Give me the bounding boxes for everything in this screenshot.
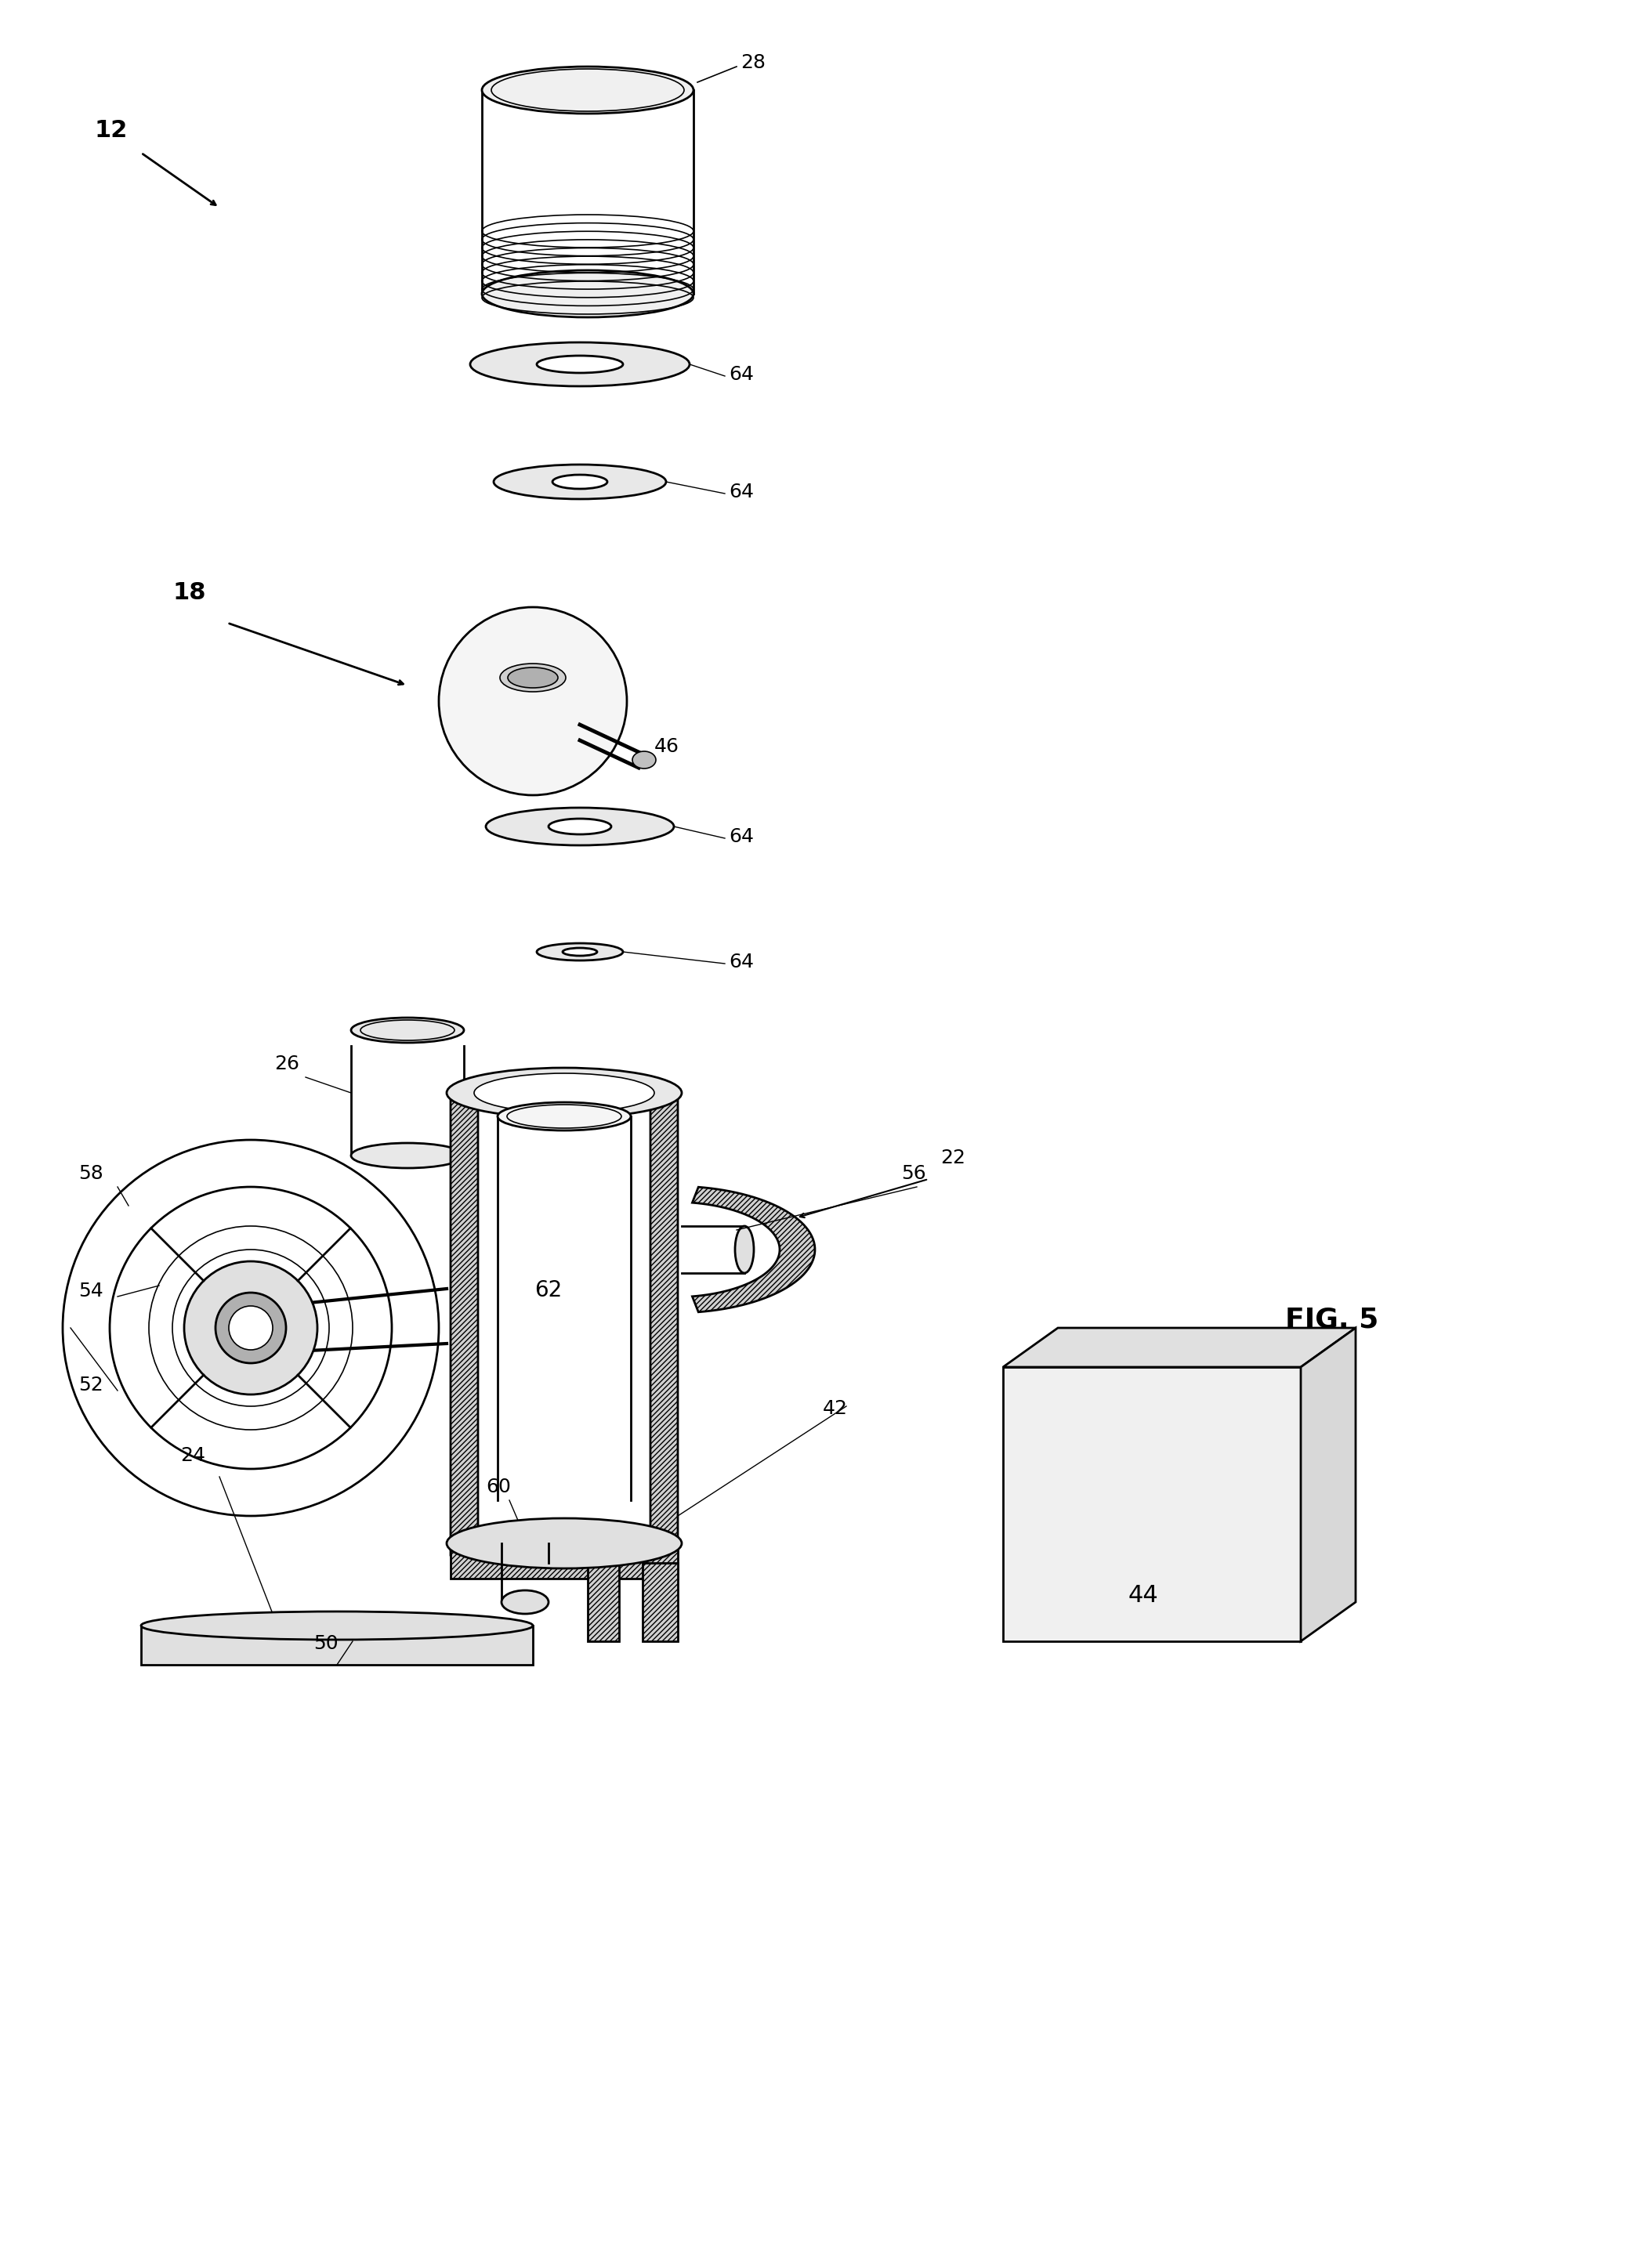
Text: 62: 62 [534,1279,562,1302]
Text: 26: 26 [275,1055,299,1073]
Text: 54: 54 [79,1281,104,1300]
Ellipse shape [735,1227,755,1272]
Ellipse shape [493,465,666,499]
Ellipse shape [473,1073,654,1114]
Text: 12: 12 [94,120,127,143]
Polygon shape [450,1542,677,1579]
Ellipse shape [498,1102,631,1129]
Text: 22: 22 [940,1148,965,1168]
Ellipse shape [538,356,623,372]
Ellipse shape [470,342,689,386]
Ellipse shape [482,66,694,113]
Ellipse shape [487,807,674,846]
Ellipse shape [447,1517,682,1569]
Polygon shape [1003,1327,1356,1368]
Text: 28: 28 [740,52,766,73]
Circle shape [215,1293,286,1363]
Text: 64: 64 [728,365,755,383]
Circle shape [439,608,626,796]
Circle shape [229,1306,273,1349]
Ellipse shape [552,474,607,490]
Text: 58: 58 [79,1163,104,1184]
Ellipse shape [352,1143,464,1168]
Text: 50: 50 [314,1635,339,1653]
Polygon shape [651,1098,677,1556]
Text: 56: 56 [901,1163,926,1184]
Ellipse shape [501,1590,549,1615]
Text: 64: 64 [728,953,755,971]
Ellipse shape [562,948,597,955]
Polygon shape [643,1563,677,1642]
Ellipse shape [538,943,623,959]
Text: 64: 64 [728,828,755,846]
Ellipse shape [549,819,612,835]
Text: 60: 60 [487,1476,511,1497]
Text: 52: 52 [79,1377,104,1395]
Circle shape [184,1261,317,1395]
Ellipse shape [447,1068,682,1118]
Ellipse shape [141,1613,533,1640]
Text: FIG. 5: FIG. 5 [1286,1306,1379,1334]
Polygon shape [692,1186,815,1313]
Text: 24: 24 [181,1447,206,1465]
Ellipse shape [500,665,566,692]
Ellipse shape [482,270,694,318]
Text: 64: 64 [728,483,755,501]
Text: 44: 44 [1128,1583,1159,1606]
Text: 18: 18 [173,581,206,603]
Polygon shape [450,1098,478,1556]
Ellipse shape [508,667,557,687]
Bar [1003,1368,1300,1642]
Polygon shape [1300,1327,1356,1642]
Ellipse shape [352,1018,464,1043]
Ellipse shape [633,751,656,769]
Text: 42: 42 [822,1399,848,1418]
Polygon shape [587,1563,620,1642]
Bar [141,1626,533,1665]
Text: 46: 46 [654,737,679,755]
